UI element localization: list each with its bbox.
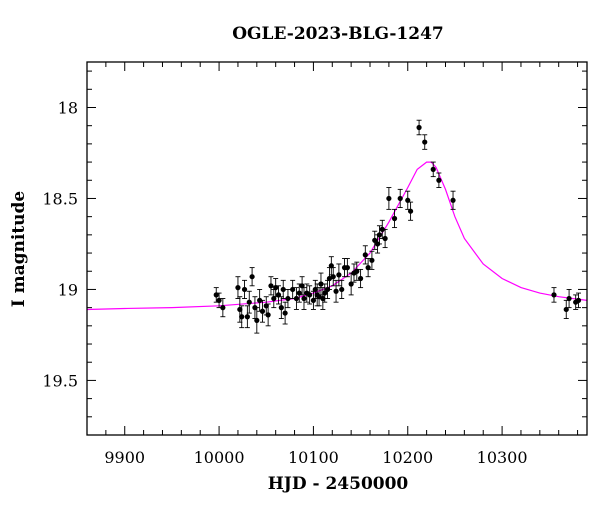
- data-point: [322, 290, 328, 296]
- data-point: [339, 286, 345, 293]
- data-point: [369, 257, 375, 263]
- data-point: [237, 306, 243, 313]
- plot-frame: [86, 61, 588, 436]
- data-point: [299, 283, 305, 289]
- data-point: [246, 299, 252, 305]
- data-point: [254, 317, 260, 323]
- data-point: [280, 286, 286, 293]
- data-point: [416, 124, 422, 131]
- data-point: [263, 303, 269, 309]
- y-tick-label: 18.5: [42, 189, 78, 208]
- data-point: [244, 314, 250, 320]
- data-point: [216, 297, 222, 303]
- data-point: [407, 208, 414, 214]
- data-point: [318, 281, 324, 287]
- data-point: [566, 295, 572, 302]
- data-point: [273, 285, 279, 291]
- x-tick-label: 10200: [382, 448, 433, 467]
- data-point: [241, 286, 248, 293]
- data-point: [344, 265, 350, 271]
- data-point: [220, 305, 226, 311]
- data-point: [239, 314, 245, 320]
- y-tick-label: 19.5: [42, 371, 78, 390]
- data-point: [296, 290, 302, 296]
- data-point: [285, 295, 291, 302]
- data-point: [397, 195, 403, 202]
- data-point: [575, 297, 582, 303]
- data-point: [312, 286, 318, 293]
- y-axis-label: I magnitude: [9, 191, 29, 308]
- data-point: [422, 139, 428, 145]
- y-tick-label: 19: [58, 280, 78, 299]
- data-point: [376, 232, 383, 238]
- data-point: [249, 274, 255, 280]
- data-point: [391, 215, 398, 222]
- x-axis-label: HJD - 2450000: [268, 474, 409, 494]
- data-point: [320, 295, 326, 302]
- data-point: [259, 308, 266, 314]
- data-point: [213, 292, 219, 298]
- x-tick-label: 10000: [194, 448, 245, 467]
- data-point: [405, 197, 411, 203]
- data-point: [336, 272, 342, 278]
- data-point: [379, 226, 385, 232]
- data-point: [551, 292, 557, 298]
- data-point: [282, 310, 288, 316]
- data-point: [365, 265, 371, 271]
- data-point: [563, 306, 569, 313]
- x-tick-label: 10300: [477, 448, 528, 467]
- data-point: [235, 285, 241, 291]
- data-point: [290, 286, 296, 293]
- data-point: [430, 166, 436, 172]
- data-point: [307, 292, 313, 298]
- x-tick-label: 9900: [104, 448, 145, 467]
- data-point: [333, 288, 339, 294]
- data-point: [257, 297, 263, 303]
- plot-area: 9900 10000 10100 10200 10300 18 18.5 19 19.5: [42, 62, 588, 467]
- data-point: [268, 283, 274, 289]
- data-point: [275, 292, 282, 298]
- data-point: [271, 295, 277, 302]
- data-point: [348, 281, 354, 287]
- data-point: [328, 263, 334, 269]
- data-point: [330, 274, 336, 280]
- model-curve: [86, 161, 588, 311]
- data-point: [372, 237, 378, 243]
- data-point: [386, 195, 392, 202]
- data-point: [293, 295, 300, 302]
- data-point: [265, 312, 271, 318]
- data-point: [310, 297, 317, 303]
- y-tick-label: 18: [58, 98, 78, 117]
- data-point: [278, 305, 284, 311]
- data-point: [357, 275, 364, 282]
- x-tick-label: 10100: [288, 448, 339, 467]
- data-point: [382, 235, 388, 242]
- data-point: [354, 268, 360, 274]
- data-point: [362, 252, 368, 258]
- data-point: [301, 295, 307, 302]
- chart-title: OGLE-2023-BLG-1247: [232, 24, 444, 44]
- data-point: [450, 197, 456, 203]
- data-point: [436, 177, 442, 183]
